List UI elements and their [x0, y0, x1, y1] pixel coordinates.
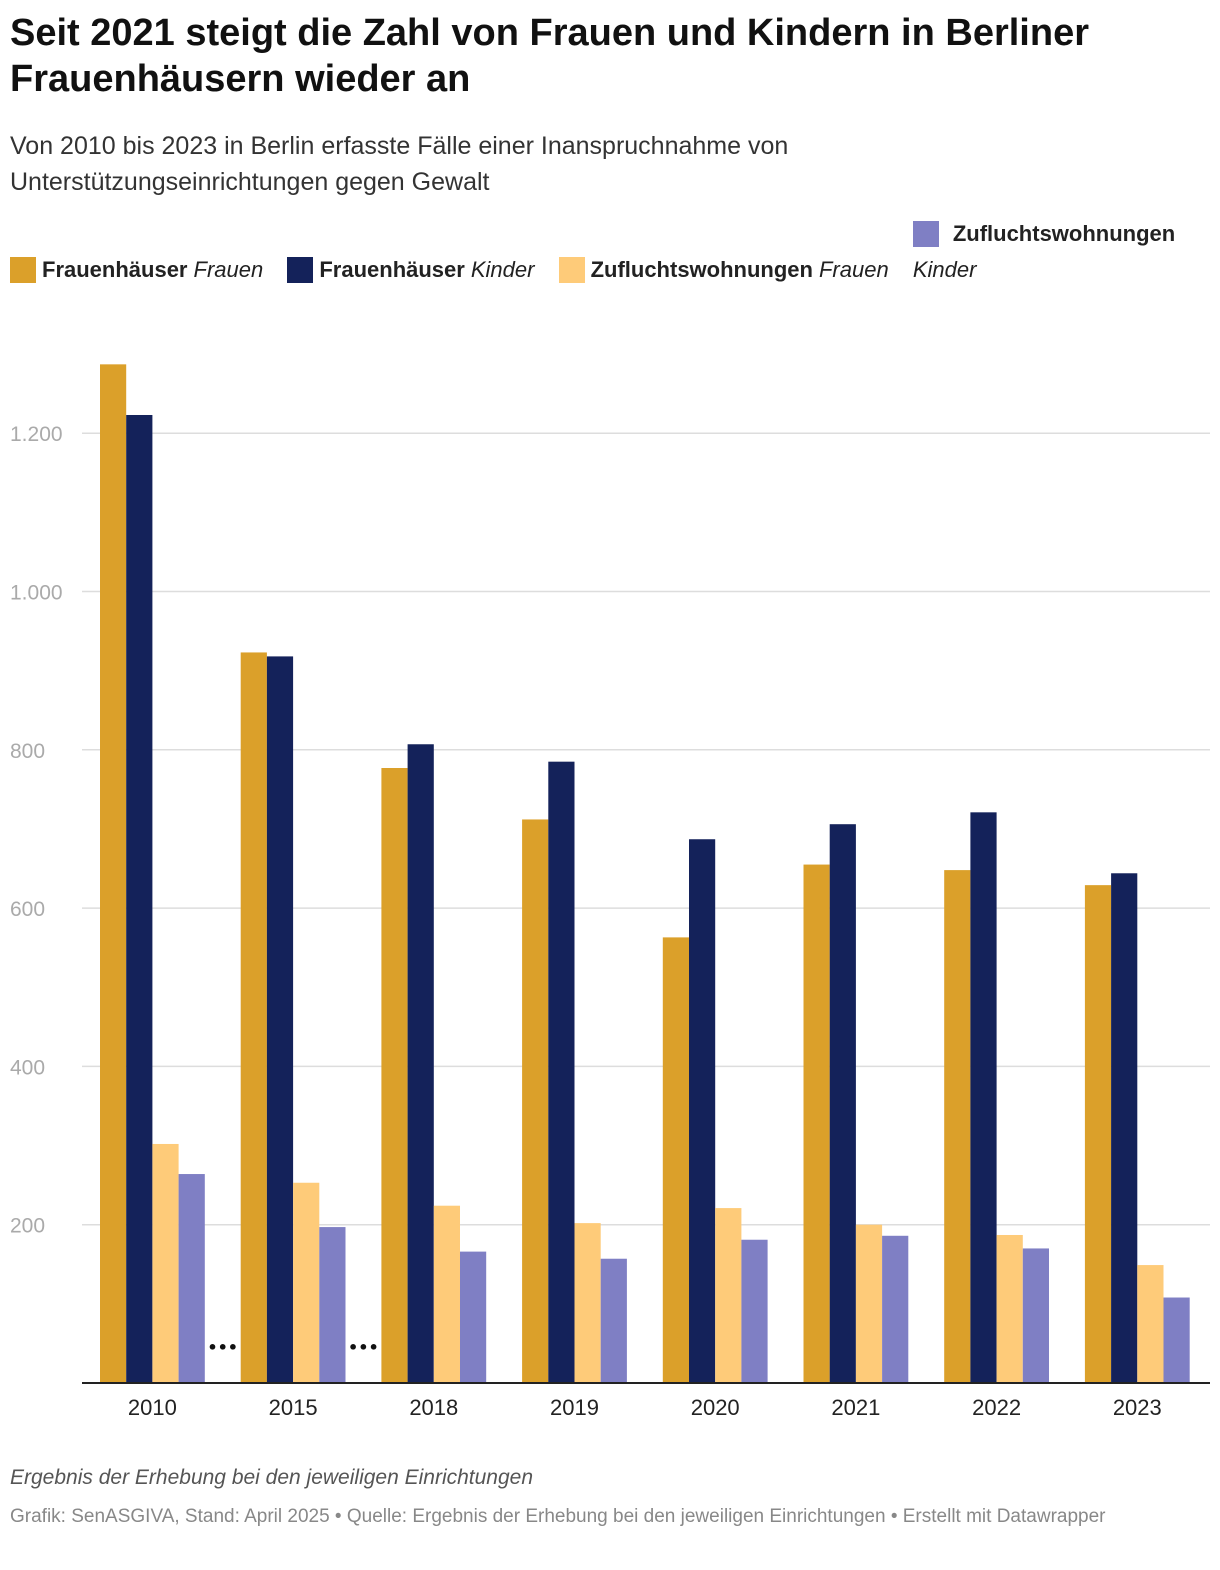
bar	[266, 656, 294, 1383]
x-tick-label: 2018	[409, 1395, 458, 1420]
bar	[319, 1227, 346, 1383]
y-tick-label: 200	[10, 1215, 45, 1238]
chart-title: Seit 2021 steigt die Zahl von Frauen und…	[10, 12, 1089, 100]
bar	[240, 652, 267, 1383]
x-tick-label: 2022	[972, 1395, 1021, 1420]
bar	[548, 761, 575, 1383]
bar	[741, 1239, 768, 1383]
bar	[407, 744, 434, 1383]
legend-label: Frauenhäuser	[319, 257, 465, 282]
legend-item-frauenhaeuser-frauen: Frauenhäuser Frauen	[10, 252, 263, 288]
legend-swatch	[912, 221, 939, 247]
bar	[829, 824, 856, 1383]
bar	[574, 1223, 601, 1383]
y-tick-label: 400	[10, 1056, 45, 1079]
bar	[970, 812, 997, 1383]
bar	[1022, 1248, 1049, 1383]
legend-swatch	[10, 257, 36, 283]
bar	[689, 839, 716, 1383]
bar-chart: 200 400 600 800 1.000 1.200 2010 2015 2018 2019 20…	[10, 364, 1210, 1420]
y-tick-label: 1.000	[10, 582, 63, 605]
bar	[882, 1235, 909, 1383]
x-tick-label: 2019	[550, 1395, 599, 1420]
bar	[944, 870, 971, 1383]
x-tick-label: 2023	[1113, 1395, 1162, 1420]
legend-label: Frauenhäuser	[42, 257, 188, 282]
legend-item-frauenhaeuser-kinder: Frauenhäuser Kinder	[287, 252, 534, 288]
y-tick-label: 600	[10, 898, 45, 921]
legend-swatch	[558, 257, 585, 283]
x-tick-label: 2015	[269, 1395, 318, 1420]
x-tick-label: 2021	[831, 1395, 880, 1420]
bar	[1163, 1297, 1190, 1383]
bar	[381, 768, 408, 1383]
legend-sublabel: Frauen	[818, 257, 889, 282]
bar	[600, 1258, 627, 1383]
x-tick-label: 2010	[128, 1395, 177, 1420]
bar	[460, 1251, 487, 1383]
legend-item-zufluchtswohnungen-kinder: Zufluchtswohnungen Kinder	[912, 216, 1176, 288]
bar	[715, 1208, 742, 1383]
bar	[152, 1143, 179, 1383]
chart-credits: Grafik: SenASGIVA, Stand: April 2025 • Q…	[10, 1506, 1106, 1527]
x-tick-label: 2020	[691, 1395, 740, 1420]
legend-item-zufluchtswohnungen-frauen: Zufluchtswohnungen Frauen	[558, 252, 889, 288]
bar	[522, 819, 549, 1383]
bar	[996, 1234, 1023, 1383]
legend-sublabel: Frauen	[193, 257, 264, 282]
gap-marker: •••	[207, 1338, 238, 1357]
chart-notes: Ergebnis der Erhebung bei den jeweiligen…	[10, 1466, 534, 1489]
bar	[1084, 885, 1112, 1383]
bar	[100, 364, 127, 1384]
legend: Frauenhäuser Frauen Frauenhäuser Kinder Zu…	[10, 216, 1210, 288]
bar	[662, 937, 689, 1383]
bar	[178, 1174, 205, 1383]
bar	[293, 1182, 320, 1383]
y-tick-label: 1.200	[10, 423, 63, 446]
legend-sublabel: Kinder	[912, 257, 977, 282]
bar	[1137, 1265, 1164, 1383]
chart-subtitle: Von 2010 bis 2023 in Berlin erfasste Fäl…	[10, 132, 789, 196]
gap-marker: •••	[348, 1338, 379, 1357]
legend-label: Zufluchtswohnungen	[952, 221, 1176, 246]
bar	[855, 1224, 883, 1383]
bar	[1111, 873, 1138, 1383]
bar	[433, 1205, 460, 1383]
legend-swatch	[287, 257, 314, 283]
bar	[126, 414, 153, 1383]
y-tick-label: 800	[10, 740, 45, 763]
legend-label: Zufluchtswohnungen	[590, 257, 813, 282]
legend-sublabel: Kinder	[470, 257, 535, 282]
bar	[803, 864, 830, 1383]
